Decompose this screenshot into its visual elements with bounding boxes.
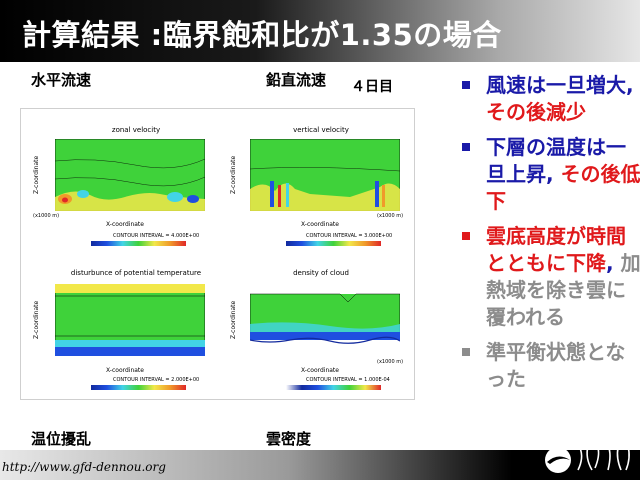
bullet-item: 準平衡状態となった xyxy=(456,339,640,393)
label-horizontal-velocity: 水平流速 xyxy=(31,71,92,89)
bullet-text: , xyxy=(606,251,621,275)
bullet-item: 風速は一旦増大, その後減少 xyxy=(456,72,640,126)
bullet-text: , xyxy=(626,73,634,97)
contour-interval-note: CONTOUR INTERVAL = 1.000E-04 xyxy=(306,377,390,383)
colorbar xyxy=(91,385,186,390)
bullet-marker-icon xyxy=(462,232,470,240)
bullet-marker-icon xyxy=(462,143,470,151)
plot-zonal-velocity xyxy=(54,138,206,212)
bullet-item: 雲底高度が時間とともに下降, 加熱域を除き雲に覆われる xyxy=(456,223,640,331)
bullet-text: 加熱域を除き雲に覆われる xyxy=(486,251,640,329)
plot-title-potential-temperature: disturbunce of potential temperature xyxy=(70,269,202,277)
contour-interval-note: CONTOUR INTERVAL = 2.000E+00 xyxy=(113,377,200,383)
bullet-text: , xyxy=(546,162,561,186)
plot-ylabel: Z-coordinate xyxy=(230,155,237,194)
slide-title: 計算結果 :臨界飽和比が1.35の場合 xyxy=(22,18,502,52)
unit-x: (x1000 m) xyxy=(377,359,404,365)
footer-bar xyxy=(0,450,640,480)
simulation-figure-panel: zonal velocity Z-coordinate (x1000 m) X-… xyxy=(20,108,415,400)
plot-title-vertical-velocity: vertical velocity xyxy=(293,126,349,134)
bullet-text: 風速は一旦増大 xyxy=(486,73,626,97)
plot-density-of-cloud xyxy=(249,283,401,357)
plot-ylabel: Z-coordinate xyxy=(230,300,237,339)
plot-ylabel: Z-coordinate xyxy=(33,300,40,339)
plot-potential-temperature xyxy=(54,283,206,357)
plot-xlabel: X-coordinate xyxy=(301,367,339,374)
bullet-text: その後低下 xyxy=(486,162,640,213)
label-potential-temperature: 温位擾乱 xyxy=(31,430,92,448)
title-bar xyxy=(0,0,640,62)
footer-url: http://www.gfd-dennou.org xyxy=(2,460,166,474)
label-cloud-density: 雲密度 xyxy=(266,430,312,448)
plot-ylabel: Z-coordinate xyxy=(33,155,40,194)
plot-xlabel: X-coordinate xyxy=(106,367,144,374)
bullet-marker-icon xyxy=(462,348,470,356)
bullet-text: 雲底高度が時間とともに下降 xyxy=(486,224,626,275)
plot-xlabel: X-coordinate xyxy=(106,221,144,228)
colorbar xyxy=(286,385,381,390)
bullet-text: 準平衡状態となった xyxy=(486,340,626,391)
logo xyxy=(538,436,638,480)
bullet-list: 風速は一旦増大, その後減少 下層の温度は一旦上昇, その後低下 雲底高度が時間とと… xyxy=(456,72,640,401)
label-vertical-velocity: 鉛直流速 xyxy=(266,71,327,89)
plot-vertical-velocity xyxy=(249,138,401,212)
colorbar xyxy=(286,241,381,246)
bullet-text: その後減少 xyxy=(486,100,586,124)
plot-xlabel: X-coordinate xyxy=(301,221,339,228)
contour-interval-note: CONTOUR INTERVAL = 3.000E+00 xyxy=(306,233,393,239)
bullet-text: 下層の温度は一旦上昇 xyxy=(486,135,626,186)
colorbar xyxy=(91,241,186,246)
contour-interval-note: CONTOUR INTERVAL = 4.000E+00 xyxy=(113,233,200,239)
plot-title-zonal-velocity: zonal velocity xyxy=(111,126,161,134)
label-day: ４日目 xyxy=(351,79,393,95)
plot-title-density-of-cloud: density of cloud xyxy=(293,269,349,277)
bullet-marker-icon xyxy=(462,81,470,89)
unit-x: (x1000 m) xyxy=(377,213,404,219)
unit-x: (x1000 m) xyxy=(33,213,60,219)
bullet-item: 下層の温度は一旦上昇, その後低下 xyxy=(456,134,640,215)
